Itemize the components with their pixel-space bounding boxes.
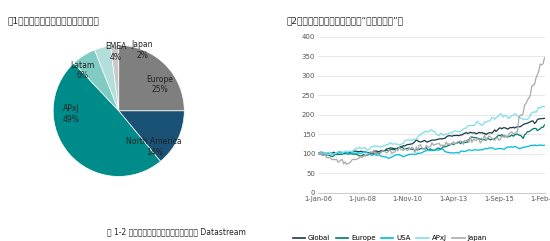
Text: Europe
25%: Europe 25% [146,75,173,94]
Wedge shape [111,45,119,111]
Text: 图 1-2 数据来源：瑞信研究部、汤森路透 Datastream: 图 1-2 数据来源：瑞信研究部、汤森路透 Datastream [107,227,245,236]
Text: Japan
2%: Japan 2% [131,40,153,60]
Wedge shape [53,63,161,176]
Text: North America
14%: North America 14% [126,137,182,157]
Wedge shape [119,111,184,161]
Text: 图1：家族企业在各个地区的分布情况: 图1：家族企业在各个地区的分布情况 [7,16,99,25]
Wedge shape [74,50,119,111]
Text: 图2：家族企业年均超额回报（“家族阿尔法”）: 图2：家族企业年均超额回报（“家族阿尔法”） [287,16,403,25]
Wedge shape [119,45,184,111]
Text: APxJ
49%: APxJ 49% [63,104,80,124]
Wedge shape [95,46,119,111]
Text: Latam
6%: Latam 6% [70,60,95,80]
Legend: Global, Europe, USA, APxJ, Japan: Global, Europe, USA, APxJ, Japan [290,232,490,241]
Text: EMEA
4%: EMEA 4% [104,42,126,61]
